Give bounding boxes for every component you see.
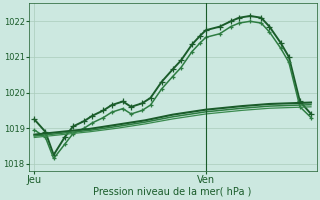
X-axis label: Pression niveau de la mer( hPa ): Pression niveau de la mer( hPa ) — [93, 187, 252, 197]
